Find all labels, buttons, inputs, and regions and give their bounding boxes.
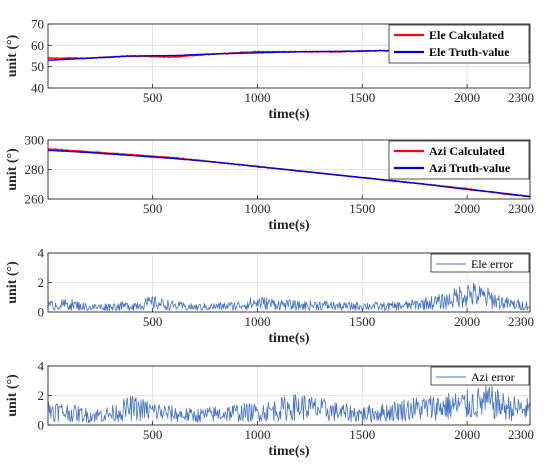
legend-label: Azi Calculated xyxy=(429,144,505,158)
y-tick-label: 40 xyxy=(31,81,44,96)
x-axis-label: time(s) xyxy=(268,331,310,346)
legend: Azi Calculated Azi Truth-value xyxy=(388,140,530,180)
x-tick-label: 2300 xyxy=(508,90,534,105)
legend-label: Azi error xyxy=(471,370,515,384)
x-tick-label: 1500 xyxy=(349,90,375,105)
x-tick-label: 2300 xyxy=(508,314,534,329)
y-tick-label: 280 xyxy=(25,162,45,177)
y-axis-label: unit (°) xyxy=(5,374,20,417)
y-tick-label: 4 xyxy=(38,359,45,374)
y-axis-label: unit (°) xyxy=(5,148,20,191)
y-tick-label: 2 xyxy=(38,388,45,403)
y-axis-label: unit (°) xyxy=(5,34,20,77)
y-tick-label: 70 xyxy=(31,17,44,32)
y-axis-label: unit (°) xyxy=(5,261,20,304)
chart-panel-1: 40 50 60 70 500 1000 1500 2000 2300 time(s) unit (… xyxy=(5,17,534,123)
y-tick-label: 4 xyxy=(38,246,45,261)
legend: Ele Calculated Ele Truth-value xyxy=(388,24,530,64)
x-tick-label: 1000 xyxy=(244,90,270,105)
y-tick-label: 0 xyxy=(38,418,45,433)
chart-panel-2: 260 280 300 500 1000 1500 2000 2300 time(s) unit … xyxy=(5,133,534,234)
legend: Ele error xyxy=(430,253,530,273)
series-line-1 xyxy=(47,282,531,312)
y-tick-label: 260 xyxy=(25,192,45,207)
x-tick-label: 1500 xyxy=(349,201,375,216)
x-tick-label: 2300 xyxy=(508,427,534,442)
y-tick-label: 300 xyxy=(25,133,45,148)
y-tick-label: 50 xyxy=(31,59,44,74)
legend-box xyxy=(430,253,530,273)
legend-label: Ele Calculated xyxy=(429,28,504,42)
y-tick-label: 2 xyxy=(38,275,45,290)
x-tick-label: 500 xyxy=(143,314,163,329)
legend-box xyxy=(388,24,530,64)
legend-label: Ele error xyxy=(471,257,513,271)
legend: Azi error xyxy=(430,366,530,386)
x-tick-label: 1500 xyxy=(349,314,375,329)
x-tick-label: 1500 xyxy=(349,427,375,442)
x-axis-label: time(s) xyxy=(268,107,310,122)
x-tick-label: 2000 xyxy=(454,201,480,216)
x-tick-label: 1000 xyxy=(244,201,270,216)
x-tick-label: 500 xyxy=(143,201,163,216)
legend-label: Ele Truth-value xyxy=(429,45,510,59)
chart-panel-4: 0 2 4 500 1000 1500 2000 2300 time(s) unit (°) Azi… xyxy=(5,359,534,460)
x-axis-label: time(s) xyxy=(268,444,310,459)
x-tick-label: 500 xyxy=(143,90,163,105)
y-tick-label: 0 xyxy=(38,305,45,320)
x-tick-label: 500 xyxy=(143,427,163,442)
axes-box xyxy=(47,23,531,89)
x-tick-label: 2000 xyxy=(454,90,480,105)
legend-box xyxy=(388,140,530,180)
series-line-2 xyxy=(47,149,531,198)
chart-panel-3: 0 2 4 500 1000 1500 2000 2300 time(s) unit (°) Ele… xyxy=(5,246,534,347)
x-tick-label: 2300 xyxy=(508,201,534,216)
x-tick-label: 1000 xyxy=(244,427,270,442)
legend-box xyxy=(430,366,530,386)
series-line-1 xyxy=(47,384,531,424)
x-tick-label: 1000 xyxy=(244,314,270,329)
x-axis-label: time(s) xyxy=(268,218,310,233)
x-tick-label: 2000 xyxy=(454,314,480,329)
y-tick-label: 60 xyxy=(31,38,44,53)
x-tick-label: 2000 xyxy=(454,427,480,442)
legend-label: Azi Truth-value xyxy=(429,161,511,175)
